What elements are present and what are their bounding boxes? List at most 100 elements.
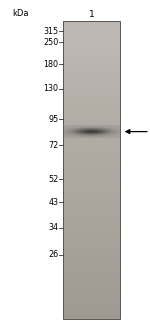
Bar — [86, 136, 87, 137]
Bar — [118, 128, 119, 129]
Bar — [95, 137, 96, 138]
Bar — [106, 131, 107, 132]
Bar — [67, 125, 68, 126]
Bar — [89, 130, 90, 131]
Bar — [88, 127, 89, 128]
Bar — [63, 156, 120, 157]
Bar — [86, 131, 87, 132]
Bar — [96, 127, 97, 128]
Bar — [108, 128, 109, 129]
Bar — [105, 128, 106, 129]
Bar — [72, 125, 73, 126]
Bar — [63, 56, 120, 57]
Bar — [109, 130, 110, 131]
Bar — [63, 238, 120, 239]
Bar — [80, 137, 81, 138]
Bar — [63, 293, 120, 294]
Text: 26: 26 — [48, 250, 59, 260]
Bar — [63, 265, 120, 266]
Bar — [118, 127, 119, 128]
Bar — [88, 128, 89, 129]
Bar — [101, 134, 102, 135]
Bar — [96, 128, 97, 129]
Bar — [111, 128, 112, 129]
Bar — [90, 134, 91, 135]
Bar — [91, 130, 92, 131]
Bar — [99, 127, 100, 128]
Bar — [112, 126, 113, 127]
Bar — [63, 288, 120, 290]
Bar — [81, 134, 82, 135]
Bar — [66, 132, 67, 133]
Bar — [63, 73, 120, 74]
Bar — [87, 134, 88, 135]
Bar — [63, 109, 120, 110]
Bar — [72, 132, 73, 133]
Bar — [74, 128, 75, 129]
Bar — [63, 104, 120, 105]
Bar — [117, 134, 118, 135]
Bar — [90, 129, 91, 130]
Bar — [93, 136, 94, 137]
Bar — [101, 135, 102, 136]
Bar — [63, 294, 120, 295]
Bar — [87, 134, 88, 135]
Bar — [65, 136, 66, 137]
Bar — [66, 131, 67, 132]
Bar — [108, 126, 109, 127]
Bar — [66, 137, 67, 138]
Bar — [86, 128, 87, 129]
Bar — [74, 137, 75, 138]
Bar — [115, 127, 116, 128]
Bar — [105, 125, 106, 126]
Bar — [64, 127, 65, 128]
Bar — [63, 116, 120, 117]
Bar — [63, 203, 120, 204]
Bar — [64, 126, 65, 127]
Bar — [100, 125, 101, 126]
Bar — [68, 127, 69, 128]
Bar — [63, 134, 64, 135]
Bar — [117, 132, 118, 133]
Bar — [101, 132, 102, 133]
Bar — [74, 127, 75, 128]
Bar — [99, 133, 100, 134]
Bar — [111, 126, 112, 127]
Bar — [63, 79, 120, 80]
Bar — [63, 188, 120, 189]
Bar — [94, 134, 95, 135]
Bar — [67, 135, 68, 136]
Bar — [63, 115, 120, 116]
Bar — [63, 270, 120, 271]
Bar — [101, 131, 102, 132]
Bar — [103, 130, 104, 131]
Bar — [63, 37, 120, 38]
Bar — [110, 133, 111, 134]
Bar — [69, 137, 70, 138]
Bar — [91, 137, 92, 138]
Bar — [103, 126, 104, 127]
Bar — [80, 126, 81, 127]
Bar — [115, 132, 116, 133]
Bar — [72, 130, 73, 131]
Bar — [109, 129, 110, 130]
Bar — [73, 127, 74, 128]
Bar — [79, 127, 80, 128]
Bar — [63, 62, 120, 63]
Bar — [63, 246, 120, 247]
Bar — [70, 125, 71, 126]
Bar — [78, 129, 79, 130]
Bar — [107, 129, 108, 130]
Bar — [66, 136, 67, 137]
Bar — [102, 125, 103, 126]
Bar — [74, 125, 75, 126]
Bar — [74, 130, 75, 131]
Bar — [104, 129, 105, 130]
Bar — [83, 127, 84, 128]
Bar — [77, 133, 78, 134]
Bar — [113, 128, 114, 129]
Bar — [78, 126, 79, 127]
Bar — [87, 137, 88, 138]
Bar — [68, 135, 69, 136]
Bar — [83, 132, 84, 133]
